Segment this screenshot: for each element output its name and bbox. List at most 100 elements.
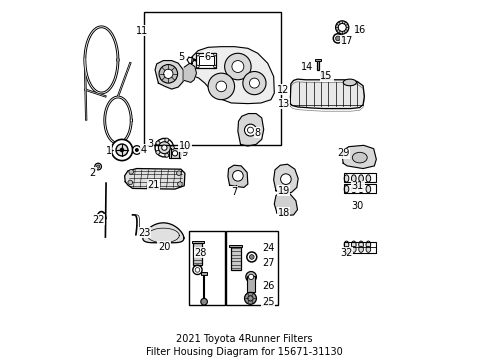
Circle shape xyxy=(156,141,160,145)
Text: 14: 14 xyxy=(301,62,313,72)
Text: 17: 17 xyxy=(340,36,353,46)
Polygon shape xyxy=(142,223,183,243)
Text: 27: 27 xyxy=(262,258,274,267)
Bar xyxy=(343,242,375,253)
Polygon shape xyxy=(237,113,263,146)
Bar xyxy=(316,60,319,70)
Circle shape xyxy=(213,65,216,68)
Bar xyxy=(193,243,202,265)
Circle shape xyxy=(243,72,265,95)
Polygon shape xyxy=(273,164,298,193)
Circle shape xyxy=(196,65,199,68)
Ellipse shape xyxy=(358,175,363,182)
Text: 29: 29 xyxy=(336,148,348,158)
Text: 28: 28 xyxy=(194,248,206,258)
Text: 13: 13 xyxy=(277,99,289,109)
Ellipse shape xyxy=(344,241,348,248)
Text: 11: 11 xyxy=(136,26,148,36)
Text: 18: 18 xyxy=(277,208,289,218)
Circle shape xyxy=(132,146,141,154)
Polygon shape xyxy=(191,47,274,104)
Ellipse shape xyxy=(366,241,370,248)
Text: 9: 9 xyxy=(182,148,187,158)
Circle shape xyxy=(159,64,177,83)
Ellipse shape xyxy=(344,185,348,193)
Text: 12: 12 xyxy=(277,85,289,95)
Bar xyxy=(229,245,242,247)
Circle shape xyxy=(176,171,181,175)
Circle shape xyxy=(244,292,256,304)
Circle shape xyxy=(155,138,173,157)
Circle shape xyxy=(232,171,243,181)
Text: 21: 21 xyxy=(147,180,159,190)
Polygon shape xyxy=(342,145,376,168)
Polygon shape xyxy=(227,165,247,188)
Bar xyxy=(169,148,181,158)
Text: 19: 19 xyxy=(277,186,289,196)
Text: 4: 4 xyxy=(140,145,146,155)
Bar xyxy=(192,242,203,243)
Ellipse shape xyxy=(358,241,363,248)
Polygon shape xyxy=(289,79,364,109)
Ellipse shape xyxy=(366,246,370,252)
Circle shape xyxy=(111,139,132,161)
Circle shape xyxy=(116,144,128,156)
Text: 16: 16 xyxy=(354,25,366,35)
Circle shape xyxy=(156,150,160,154)
Bar xyxy=(199,56,213,65)
Text: 25: 25 xyxy=(262,297,274,307)
Circle shape xyxy=(129,170,133,174)
Bar xyxy=(144,12,281,145)
Text: 15: 15 xyxy=(320,72,332,81)
Text: 22: 22 xyxy=(92,215,104,225)
Ellipse shape xyxy=(351,246,355,252)
Circle shape xyxy=(201,298,207,305)
Bar xyxy=(343,173,375,183)
Text: 30: 30 xyxy=(351,201,363,211)
Circle shape xyxy=(338,23,346,31)
Circle shape xyxy=(170,146,174,150)
Circle shape xyxy=(128,180,132,185)
Circle shape xyxy=(135,148,139,152)
Text: 24: 24 xyxy=(262,243,274,253)
Text: 8: 8 xyxy=(254,128,260,138)
Circle shape xyxy=(120,148,124,152)
Text: 32: 32 xyxy=(340,248,352,258)
Polygon shape xyxy=(184,63,196,82)
Polygon shape xyxy=(124,168,184,189)
Circle shape xyxy=(248,274,253,279)
Ellipse shape xyxy=(358,246,363,252)
Bar xyxy=(201,272,207,275)
Circle shape xyxy=(224,53,251,80)
Bar xyxy=(188,231,225,305)
Ellipse shape xyxy=(351,185,355,193)
Text: 2021 Toyota 4Runner Filters
Filter Housing Diagram for 15671-31130: 2021 Toyota 4Runner Filters Filter Housi… xyxy=(146,334,342,357)
Bar xyxy=(230,246,240,270)
Text: 2: 2 xyxy=(89,167,96,177)
Circle shape xyxy=(249,255,254,259)
Bar xyxy=(246,276,255,292)
Circle shape xyxy=(196,53,199,56)
Ellipse shape xyxy=(351,241,355,248)
Text: 6: 6 xyxy=(204,51,210,62)
Circle shape xyxy=(95,163,101,170)
Ellipse shape xyxy=(366,185,370,193)
Text: 3: 3 xyxy=(147,139,153,149)
Ellipse shape xyxy=(351,175,355,182)
Bar xyxy=(196,53,216,68)
Circle shape xyxy=(158,142,170,154)
Ellipse shape xyxy=(343,79,356,86)
Text: 5: 5 xyxy=(178,51,184,62)
Circle shape xyxy=(249,78,259,88)
Ellipse shape xyxy=(351,152,366,163)
Circle shape xyxy=(163,69,173,78)
Circle shape xyxy=(164,153,168,157)
Ellipse shape xyxy=(320,73,330,79)
Circle shape xyxy=(335,36,340,41)
Circle shape xyxy=(177,182,182,186)
Text: 1: 1 xyxy=(105,146,112,156)
Ellipse shape xyxy=(358,185,363,193)
Text: 26: 26 xyxy=(262,281,274,291)
Text: 31: 31 xyxy=(351,181,363,192)
Polygon shape xyxy=(155,60,183,89)
